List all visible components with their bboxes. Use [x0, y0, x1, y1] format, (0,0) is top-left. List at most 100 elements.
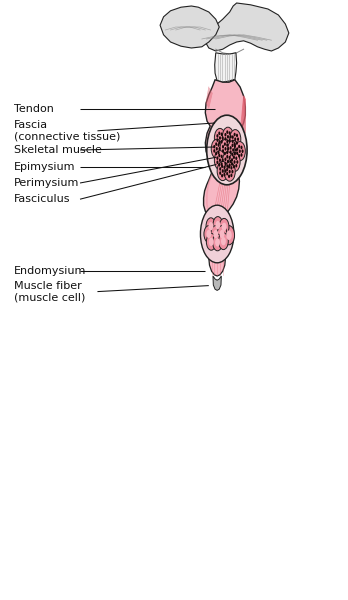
Circle shape: [226, 130, 228, 134]
Circle shape: [227, 135, 229, 139]
Circle shape: [224, 137, 227, 140]
Circle shape: [229, 131, 231, 135]
Text: Fascia
(connective tissue): Fascia (connective tissue): [14, 120, 120, 142]
Circle shape: [200, 205, 234, 263]
Circle shape: [230, 130, 241, 149]
Circle shape: [240, 153, 243, 157]
Circle shape: [229, 152, 240, 172]
Circle shape: [219, 158, 221, 162]
Circle shape: [231, 162, 233, 166]
Circle shape: [233, 165, 235, 169]
Circle shape: [229, 170, 231, 173]
Circle shape: [216, 157, 219, 160]
Circle shape: [223, 173, 226, 176]
Circle shape: [221, 155, 223, 158]
Circle shape: [208, 222, 213, 230]
Polygon shape: [206, 173, 213, 217]
Circle shape: [218, 151, 220, 154]
Circle shape: [229, 163, 231, 167]
Text: Fasciculus: Fasciculus: [14, 194, 70, 204]
Polygon shape: [215, 53, 237, 82]
Circle shape: [231, 143, 234, 147]
Polygon shape: [202, 211, 231, 252]
Circle shape: [213, 217, 223, 233]
Circle shape: [215, 238, 220, 247]
Circle shape: [234, 145, 236, 148]
Polygon shape: [205, 3, 289, 51]
Circle shape: [226, 155, 228, 158]
Circle shape: [211, 226, 221, 242]
Circle shape: [234, 142, 245, 161]
Circle shape: [216, 138, 219, 142]
Circle shape: [214, 128, 226, 148]
Circle shape: [230, 150, 232, 154]
Circle shape: [237, 137, 239, 141]
Circle shape: [224, 161, 227, 165]
Circle shape: [209, 238, 214, 246]
Circle shape: [218, 163, 220, 167]
Circle shape: [222, 127, 234, 146]
Circle shape: [238, 145, 240, 148]
Circle shape: [228, 140, 239, 160]
Circle shape: [217, 226, 227, 242]
Circle shape: [223, 226, 235, 245]
Circle shape: [226, 168, 228, 172]
Circle shape: [226, 230, 232, 240]
Circle shape: [222, 169, 224, 173]
Circle shape: [228, 175, 230, 178]
Circle shape: [231, 153, 234, 157]
Circle shape: [221, 140, 223, 143]
Circle shape: [230, 166, 232, 170]
Circle shape: [219, 167, 221, 171]
Circle shape: [207, 115, 247, 185]
Circle shape: [219, 233, 228, 250]
Circle shape: [218, 131, 220, 135]
Circle shape: [232, 139, 234, 143]
Circle shape: [220, 230, 224, 238]
Circle shape: [213, 230, 218, 238]
Circle shape: [226, 151, 228, 154]
Circle shape: [218, 141, 220, 145]
Circle shape: [211, 139, 222, 158]
Circle shape: [226, 164, 228, 168]
Circle shape: [206, 218, 216, 235]
Circle shape: [219, 136, 221, 140]
Circle shape: [228, 165, 230, 169]
Circle shape: [235, 164, 237, 167]
Circle shape: [214, 151, 226, 170]
Circle shape: [221, 162, 223, 166]
Circle shape: [230, 146, 232, 150]
Circle shape: [236, 141, 238, 145]
Polygon shape: [213, 276, 221, 290]
Circle shape: [239, 149, 241, 153]
Circle shape: [221, 133, 223, 136]
Circle shape: [216, 147, 218, 151]
Circle shape: [236, 148, 238, 151]
Circle shape: [204, 226, 214, 242]
Circle shape: [220, 139, 231, 158]
Polygon shape: [209, 251, 226, 276]
Circle shape: [235, 157, 237, 160]
Polygon shape: [205, 80, 245, 170]
Circle shape: [224, 147, 227, 151]
Polygon shape: [204, 167, 239, 219]
Circle shape: [236, 160, 238, 164]
Circle shape: [206, 233, 216, 250]
Circle shape: [224, 162, 235, 181]
Circle shape: [213, 149, 215, 152]
Circle shape: [222, 152, 234, 171]
Circle shape: [215, 152, 217, 155]
Circle shape: [215, 221, 220, 229]
Circle shape: [219, 218, 229, 235]
Circle shape: [226, 143, 228, 147]
Text: Skeletal muscle: Skeletal muscle: [14, 145, 102, 155]
Circle shape: [242, 149, 244, 153]
Circle shape: [221, 237, 226, 245]
Polygon shape: [160, 6, 219, 48]
Circle shape: [234, 142, 236, 146]
Circle shape: [218, 154, 220, 157]
Circle shape: [229, 156, 231, 160]
Circle shape: [234, 160, 236, 164]
Circle shape: [216, 134, 219, 138]
Circle shape: [216, 160, 219, 164]
